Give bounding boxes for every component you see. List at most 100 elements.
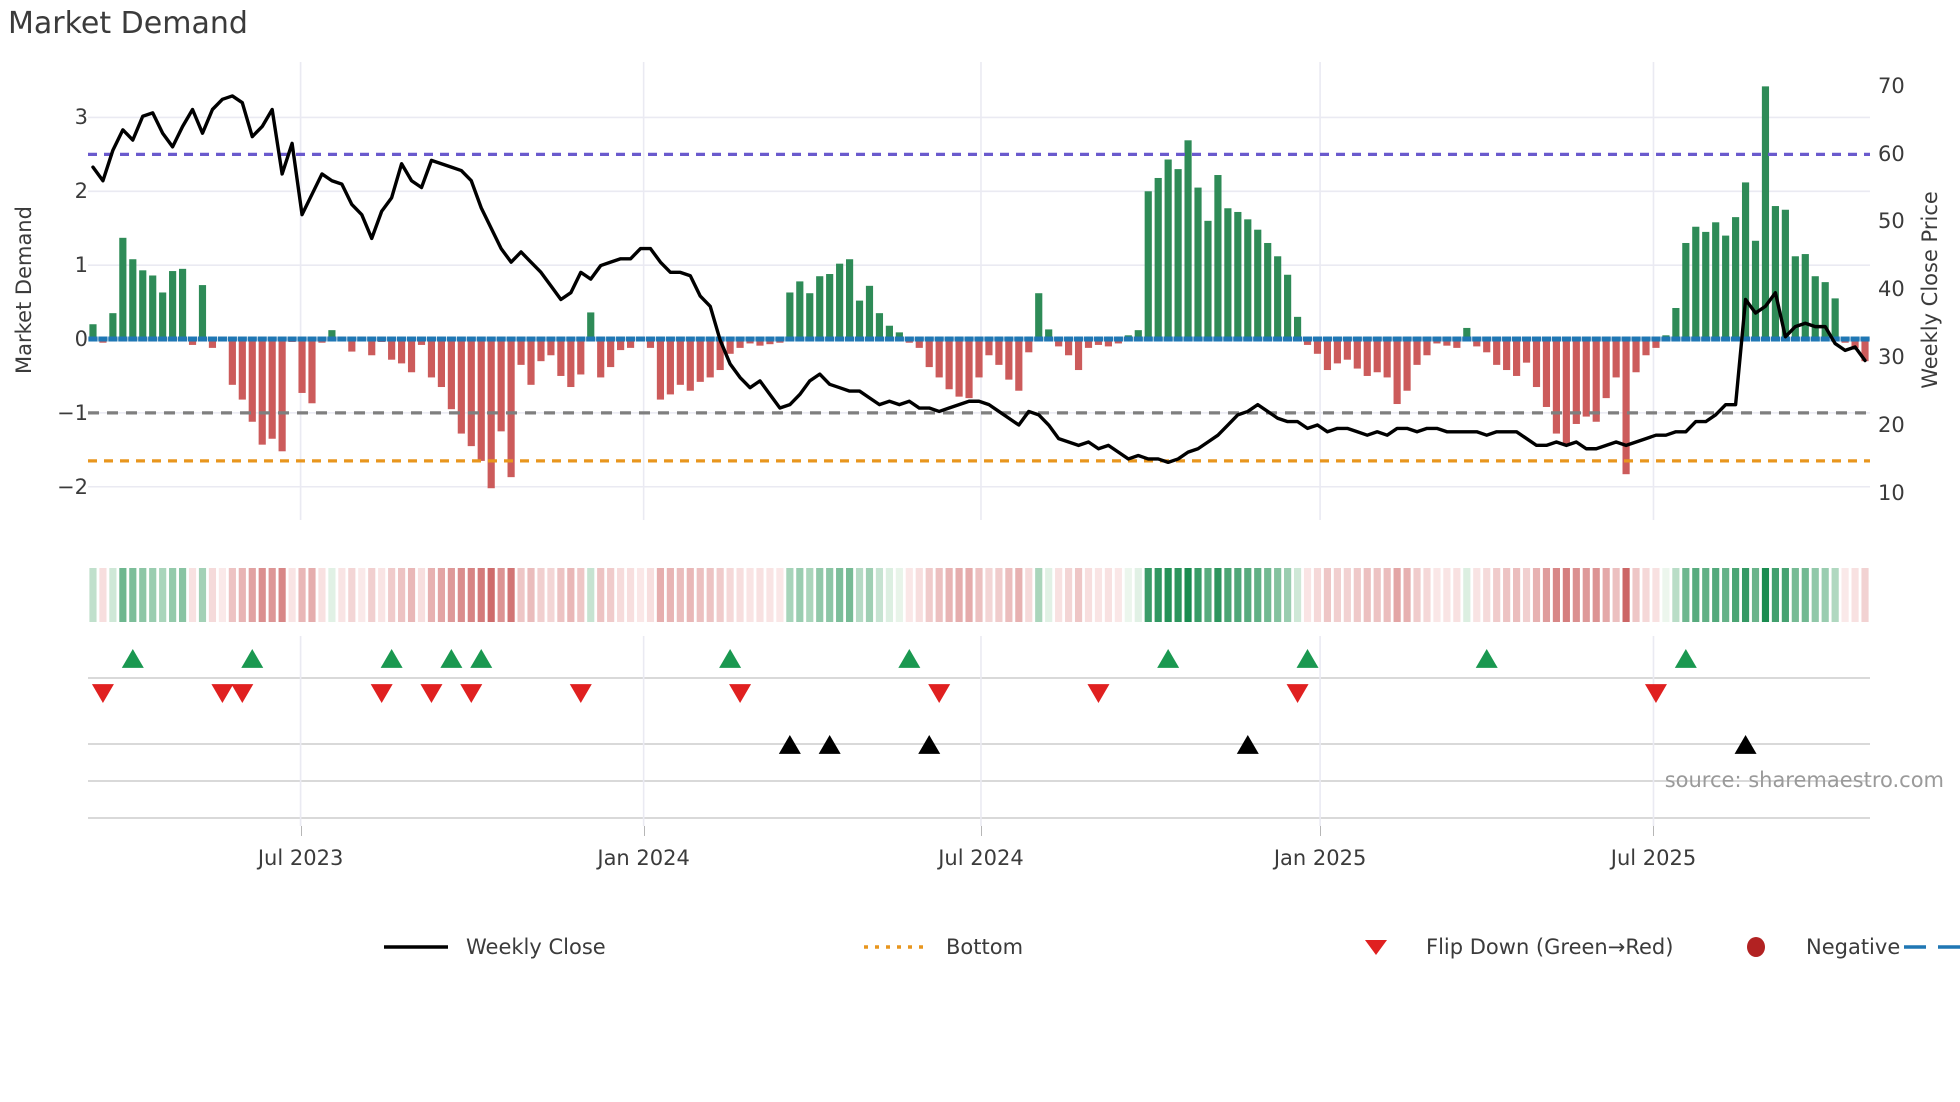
demand-bar: [845, 259, 854, 340]
heat-strip-cell: [607, 568, 615, 622]
demand-bar: [1682, 242, 1690, 340]
heat-strip-cell: [1622, 568, 1630, 622]
flip-down-marker: [1286, 684, 1309, 703]
legend-item[interactable]: Negative: [1720, 928, 1900, 966]
heat-strip-cell: [477, 568, 485, 622]
y-axis-right-tick: 50: [1878, 209, 1905, 234]
demand-bar: [1642, 339, 1650, 356]
heat-strip-cell: [1771, 568, 1780, 622]
flip-up-marker: [898, 649, 921, 668]
negative-swatch-icon: [1720, 935, 1792, 959]
heat-strip-cell: [1781, 568, 1789, 622]
demand-bar: [517, 339, 525, 365]
heat-strip-cell: [1682, 568, 1690, 622]
demand-bar: [1761, 86, 1770, 340]
demand-bar: [1423, 339, 1431, 356]
demand-bar: [975, 339, 983, 378]
legend-item[interactable]: Flip Down (Green→Red): [1340, 928, 1720, 966]
weekly-close-line: [91, 94, 1867, 465]
heat-strip-cell: [109, 568, 117, 622]
heat-strip-cell: [407, 568, 416, 622]
flip-down-marker: [231, 684, 254, 703]
demand-bar: [1791, 256, 1799, 340]
demand-bar: [1801, 254, 1809, 340]
heat-strip-cell: [1443, 568, 1451, 622]
heat-strip-cell: [1741, 568, 1750, 622]
heat-strip-cell: [1055, 568, 1063, 622]
heat-strip-cell: [417, 568, 426, 622]
heat-strip-cell: [1045, 568, 1053, 622]
demand-bar: [885, 325, 893, 340]
y-axis-left-tick: −2: [57, 474, 88, 499]
heat-strip-cell: [1642, 568, 1650, 622]
legend-item[interactable]: Baseline (0): [1900, 928, 1960, 966]
x-axis-tick-mark: [300, 826, 302, 836]
flip-down-swatch-icon: [1340, 935, 1412, 959]
heat-strip-cell: [527, 568, 535, 622]
heat-strip-cell: [278, 568, 286, 622]
heat-strip-cell: [1104, 568, 1113, 622]
heat-strip-cell: [925, 568, 933, 622]
demand-bar: [1025, 339, 1033, 353]
demand-bar: [1861, 339, 1869, 362]
flip-up-marker: [1296, 649, 1319, 668]
demand-bar: [1672, 307, 1680, 340]
demand-bar: [1582, 339, 1590, 417]
demand-bar: [1164, 159, 1172, 340]
demand-bar: [1293, 316, 1302, 340]
demand-bar: [925, 339, 933, 368]
heat-strip-cell: [1373, 568, 1381, 622]
heat-strip-cell: [1522, 568, 1531, 622]
demand-bar: [1323, 339, 1332, 371]
demand-bar: [477, 339, 485, 461]
demand-bar: [1552, 339, 1560, 434]
heat-strip-cell: [447, 568, 455, 622]
flip-up-marker: [719, 649, 742, 668]
baseline-swatch-icon: [1900, 935, 1960, 959]
demand-bar: [1074, 339, 1083, 371]
heat-strip-cell: [1124, 568, 1132, 622]
heat-strip-cell: [89, 568, 97, 622]
heat-strip-cell: [1084, 568, 1093, 622]
heat-strip-cell: [1552, 568, 1560, 622]
heat-strip-cell: [865, 568, 874, 622]
source-attribution: source: sharemaestro.com: [1664, 768, 1944, 792]
heat-strip-cell: [1224, 568, 1232, 622]
demand-bar: [1622, 339, 1630, 475]
demand-bar: [696, 339, 704, 382]
demand-bar: [1572, 339, 1580, 424]
demand-bar: [119, 237, 127, 340]
demand-bar: [1821, 282, 1829, 340]
legend-item[interactable]: Weekly Close: [380, 928, 860, 966]
heat-strip-cell: [975, 568, 983, 622]
heat-strip-cell: [1214, 568, 1222, 622]
heat-strip-cell: [1453, 568, 1461, 622]
heat-strip-cell: [1692, 568, 1700, 622]
demand-bar: [437, 339, 445, 388]
heat-strip-cell: [995, 568, 1003, 622]
demand-bar: [676, 339, 684, 385]
heat-strip-cell: [318, 568, 326, 622]
demand-bar: [577, 339, 585, 375]
heat-strip-cell: [746, 568, 754, 622]
y-axis-left-tick: 2: [74, 179, 88, 204]
demand-bar: [278, 339, 286, 452]
demand-bar: [1254, 229, 1262, 340]
legend-item[interactable]: Bottom: [860, 928, 1340, 966]
demand-bar: [1343, 339, 1351, 360]
marker-panel: [88, 636, 1870, 826]
heat-strip-cell: [368, 568, 376, 622]
heat-strip-cell: [258, 568, 266, 622]
heat-strip-cell: [1433, 568, 1441, 622]
heat-strip-cell: [567, 568, 575, 622]
heat-strip-cell: [636, 568, 645, 622]
heat-strip-cell: [696, 568, 704, 622]
demand-bar: [1184, 140, 1192, 340]
heat-strip-cell: [597, 568, 605, 622]
x-axis-tick-mark: [1653, 826, 1655, 836]
legend-item-label: Weekly Close: [466, 934, 606, 959]
flip-up-marker: [470, 649, 493, 668]
demand-bar: [1592, 339, 1600, 422]
heat-strip-cell: [905, 568, 913, 622]
chart-legend: Weekly Close Bottom Flip Down (Green→Red) N…: [380, 928, 1960, 966]
